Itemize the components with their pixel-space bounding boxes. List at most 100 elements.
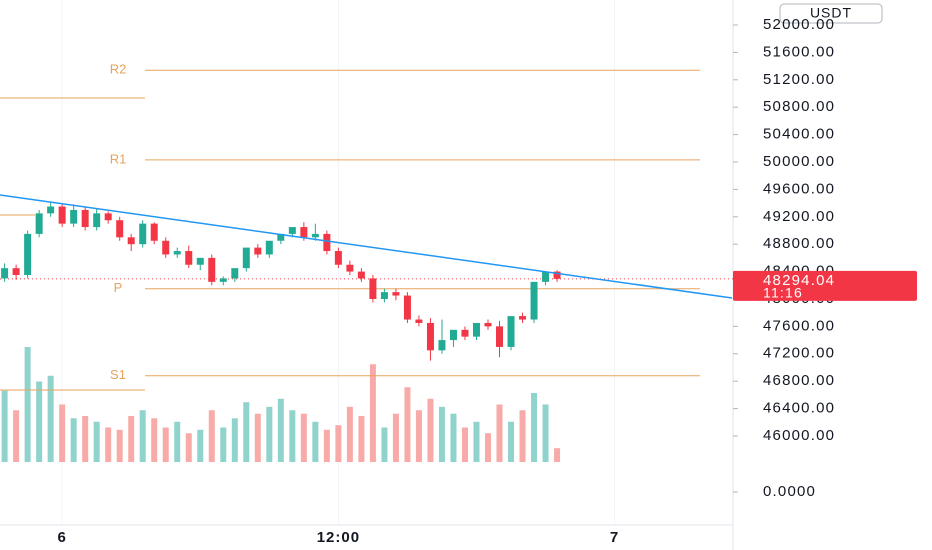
candle-body <box>1 268 9 279</box>
candle-body <box>116 220 124 238</box>
y-tick-label: 51600.00 <box>763 43 835 60</box>
candle-body <box>242 247 250 269</box>
volume-bar <box>70 418 77 462</box>
currency-box[interactable] <box>779 3 883 24</box>
candle-body <box>70 209 78 224</box>
candle-body <box>380 292 388 299</box>
volume-bar <box>208 410 215 462</box>
candle-body <box>496 326 504 347</box>
volume-bar <box>162 427 169 462</box>
volume-bar <box>415 410 422 462</box>
candle-body <box>139 223 147 245</box>
trendline <box>0 194 733 299</box>
volume-bar <box>496 404 503 462</box>
y-tick-label: 50800.00 <box>763 98 835 115</box>
candle-body <box>150 223 158 241</box>
candle-body <box>35 213 43 234</box>
candle-body <box>162 240 170 255</box>
volume-bar <box>254 413 261 462</box>
volume-bar <box>531 393 538 462</box>
candle-body <box>311 233 319 238</box>
candle-body <box>519 316 527 320</box>
candle-body <box>530 281 538 320</box>
volume-bar <box>323 429 330 462</box>
volume-bar <box>312 421 319 462</box>
candle-body <box>231 268 239 279</box>
y-tick-label: 49600.00 <box>763 180 835 197</box>
y-tick-label: 47600.00 <box>763 317 835 334</box>
y-tick-label: 52000.00 <box>763 16 835 33</box>
candle-body <box>346 264 354 272</box>
pivot-label: R1 <box>110 151 127 166</box>
candle-body <box>542 271 550 282</box>
candle-body <box>392 292 400 296</box>
volume-bar <box>508 421 515 462</box>
volume-bar <box>174 421 181 462</box>
volume-bar <box>485 433 491 462</box>
volume-bar <box>220 427 227 462</box>
pivot-label: S1 <box>110 367 126 382</box>
candle-body <box>208 257 216 282</box>
y-tick-label: 47200.00 <box>763 345 835 362</box>
candle-body <box>449 329 457 341</box>
volume-bar <box>197 429 204 462</box>
x-tick-label: 12:00 <box>317 529 360 546</box>
candle-body <box>426 322 434 351</box>
candle-body <box>185 251 193 265</box>
volume-bar <box>404 387 411 462</box>
volume-bar <box>266 406 273 462</box>
candle-body <box>81 209 89 228</box>
pivot-label: R2 <box>110 62 127 77</box>
volume-bar <box>358 416 365 462</box>
price-tag <box>733 270 917 301</box>
volume-bar <box>346 406 353 462</box>
volume-bar <box>105 427 112 462</box>
y-tick-label: 46000.00 <box>763 427 835 444</box>
volume-bar <box>519 410 526 462</box>
pivot-label: P <box>114 280 123 295</box>
volume-bar <box>542 404 549 462</box>
volume-bar <box>185 433 192 462</box>
volume-bar <box>231 418 238 462</box>
volume-bar <box>392 413 399 462</box>
volume-bar <box>47 375 54 462</box>
y-tick-label: 48800.00 <box>763 235 835 252</box>
volume-bar <box>116 429 123 462</box>
candle-body <box>47 206 55 214</box>
y-tick-label: 49200.00 <box>763 208 835 225</box>
price-tag-countdown: 11:16 <box>763 285 803 301</box>
candle-body <box>93 213 101 228</box>
candle-body <box>357 271 365 279</box>
x-tick-label: 6 <box>57 529 66 546</box>
candle-body <box>553 271 561 279</box>
candle-body <box>196 257 204 265</box>
volume-bar <box>554 448 561 462</box>
currency-label: USDT <box>810 5 852 21</box>
volume-bar <box>139 410 146 462</box>
candle-body <box>254 247 262 255</box>
volume-bar <box>151 418 158 462</box>
candle-body <box>288 227 296 234</box>
volume-bar <box>82 416 89 462</box>
volume-bar <box>36 381 43 462</box>
volume-bar <box>473 421 480 462</box>
volume-bar <box>24 347 31 462</box>
y-tick-label: 46400.00 <box>763 400 835 417</box>
candle-body <box>173 251 181 255</box>
volume-bar <box>59 404 66 462</box>
volume-bar <box>461 427 468 462</box>
volume-bar <box>277 398 284 462</box>
candle-body <box>507 316 515 347</box>
volume-tick-label: 0.0000 <box>763 483 816 500</box>
volume-bar <box>335 425 342 462</box>
candle-body <box>12 268 20 276</box>
candle-body <box>403 295 411 320</box>
candle-body <box>265 240 273 255</box>
price-tag-value: 48294.04 <box>763 272 835 289</box>
x-tick-label: 7 <box>610 529 619 546</box>
volume-bar <box>450 413 457 462</box>
candle-body <box>104 213 112 221</box>
volume-bar <box>381 427 388 462</box>
y-tick-label: 50400.00 <box>763 126 835 143</box>
